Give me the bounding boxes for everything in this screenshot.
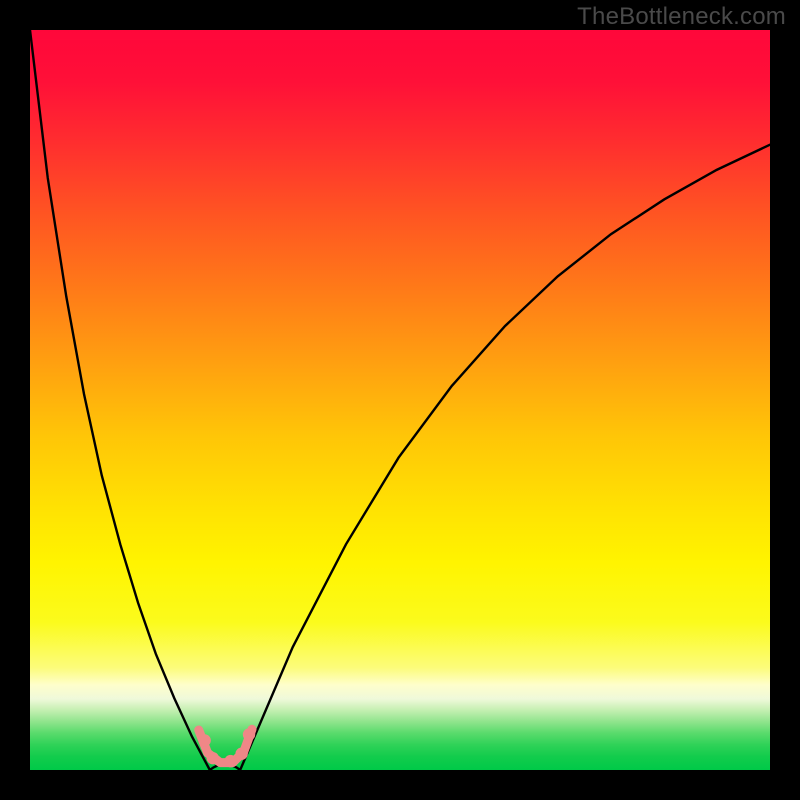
bottleneck-curve — [30, 30, 770, 770]
trough-marker — [243, 728, 255, 740]
watermark-text: TheBottleneck.com — [577, 3, 786, 31]
trough-marker — [207, 752, 219, 764]
v-curve-path — [30, 30, 770, 770]
trough-marker — [224, 755, 236, 767]
trough-marker — [198, 734, 210, 746]
chart-container: TheBottleneck.com — [0, 0, 800, 800]
trough-marker — [235, 748, 247, 760]
